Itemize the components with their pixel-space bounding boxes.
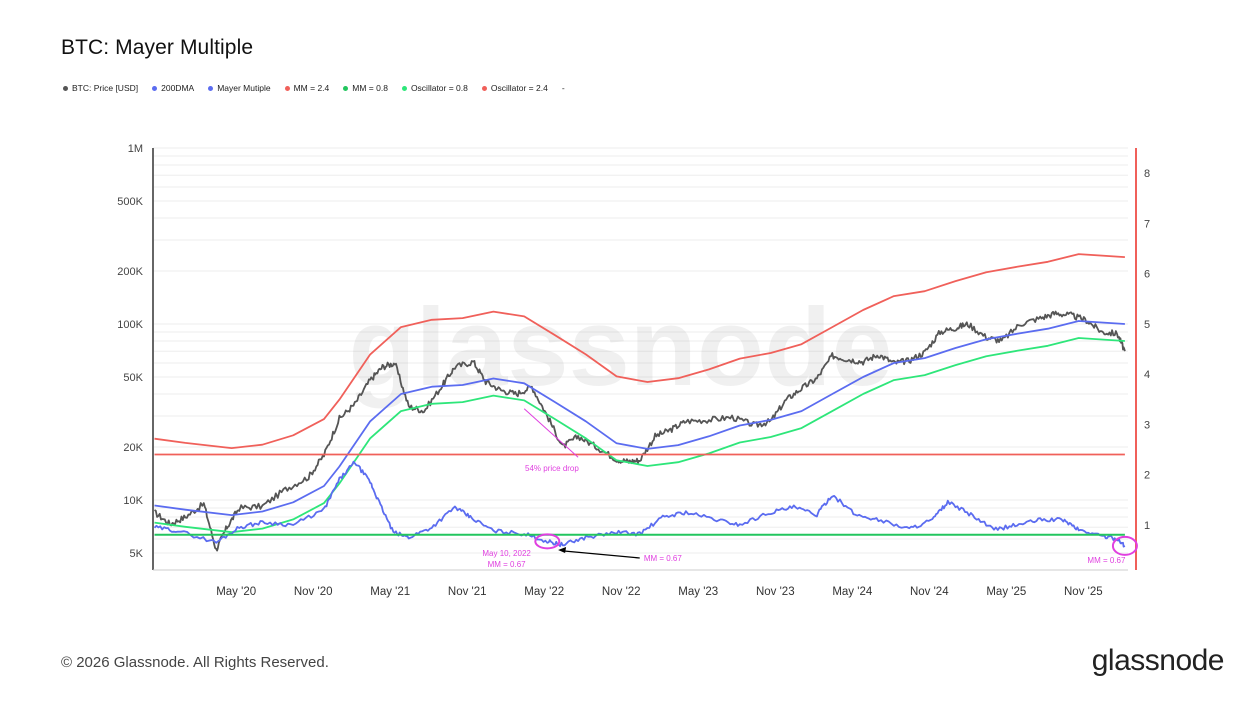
annotation-may-2022-mm: MM = 0.67 xyxy=(488,560,527,569)
series-line-200dma xyxy=(154,320,1125,516)
legend-dot-icon xyxy=(63,85,68,91)
x-tick-label: Nov '22 xyxy=(602,586,641,598)
legend-dot-icon xyxy=(343,85,349,91)
chart-title: BTC: Mayer Multiple xyxy=(61,36,254,59)
x-tick-label: May '25 xyxy=(986,586,1026,598)
legend-item[interactable]: MM = 2.4 xyxy=(284,83,330,93)
legend-item[interactable]: Oscillator = 0.8 xyxy=(401,83,468,93)
watermark: glassnode xyxy=(348,286,892,409)
x-tick-label: May '24 xyxy=(832,586,873,598)
legend-label: Mayer Mutiple xyxy=(217,83,271,93)
legend-item[interactable]: Oscillator = 2.4 xyxy=(481,83,548,93)
y-right-tick-label: 5 xyxy=(1144,319,1150,331)
y-left-tick-label: 50K xyxy=(123,372,143,384)
x-tick-label: Nov '23 xyxy=(756,586,795,598)
annotation-circle-2022 xyxy=(534,533,561,550)
annotation-price-drop: 54% price drop xyxy=(525,464,579,473)
series-line-mm-2-4 xyxy=(154,253,1125,449)
legend-dot-icon xyxy=(152,85,158,91)
x-tick-label: Nov '21 xyxy=(448,586,487,598)
x-tick-label: May '21 xyxy=(370,586,410,598)
y-right-tick-label: 1 xyxy=(1144,520,1150,532)
legend-dot-icon xyxy=(284,85,290,91)
chart: glassnode 1M 500K 200K 100K 50K 20K 10K 5K 1 2 3 4 5 6… xyxy=(117,143,1150,598)
legend-label: - xyxy=(561,83,565,93)
annotation-circle-2026 xyxy=(1111,535,1138,556)
y-left-tick-label: 20K xyxy=(123,442,143,454)
legend-item[interactable]: BTC: Price [USD] xyxy=(63,83,138,93)
y-left-tick-label: 10K xyxy=(123,495,143,507)
x-tick-label: Nov '20 xyxy=(294,586,333,598)
x-tick-label: May '20 xyxy=(216,586,256,598)
legend-label: 200DMA xyxy=(161,83,195,93)
annotation-arrow-head xyxy=(558,547,567,553)
y-left-tick-label: 500K xyxy=(117,196,143,208)
x-tick-label: May '22 xyxy=(524,586,564,598)
y-right-tick-label: 8 xyxy=(1144,168,1150,180)
legend-dot-icon xyxy=(401,85,407,91)
legend-item[interactable]: MM = 0.8 xyxy=(343,83,388,93)
annotation-mm-067: MM = 0.67 xyxy=(644,554,683,563)
series-line-mayer-mutiple xyxy=(153,460,1126,548)
y-left-tick-label: 5K xyxy=(130,548,144,560)
legend-label: BTC: Price [USD] xyxy=(72,83,139,93)
y-left-tick-label: 1M xyxy=(128,143,143,155)
legend-label: MM = 2.4 xyxy=(293,83,330,93)
legend-label: Oscillator = 2.4 xyxy=(490,83,548,93)
x-tick-label: Nov '24 xyxy=(910,586,949,598)
y-left-tick-label: 100K xyxy=(117,319,143,331)
legend: BTC: Price [USD] 200DMA Mayer Mutiple MM = … xyxy=(63,83,579,93)
legend-dot-icon xyxy=(208,85,214,91)
annotation-mm-067-end: MM = 0.67 xyxy=(1087,556,1126,565)
legend-item[interactable]: Mayer Mutiple xyxy=(208,83,271,93)
y-right-tick-label: 3 xyxy=(1144,419,1150,431)
annotation-may-2022-date: May 10, 2022 xyxy=(482,549,531,558)
annotation-drop-line xyxy=(523,408,579,458)
x-tick-label: Nov '25 xyxy=(1064,586,1103,598)
footer-copyright: © 2026 Glassnode. All Rights Reserved. xyxy=(61,654,329,671)
legend-label: MM = 0.8 xyxy=(352,83,388,93)
legend-item[interactable]: - xyxy=(562,83,565,93)
x-tick-label: May '23 xyxy=(678,586,718,598)
y-right-tick-label: 6 xyxy=(1144,269,1150,281)
legend-dot-icon xyxy=(481,85,487,91)
y-right-tick-label: 7 xyxy=(1144,218,1150,230)
y-left-tick-label: 200K xyxy=(117,266,143,278)
y-right-tick-label: 4 xyxy=(1144,369,1150,381)
series-line-oscillator-0-8 xyxy=(154,337,1125,534)
footer-logo[interactable]: glassnode xyxy=(1091,644,1225,677)
legend-label: Oscillator = 0.8 xyxy=(410,83,468,93)
legend-item[interactable]: 200DMA xyxy=(152,83,194,93)
y-right-tick-label: 2 xyxy=(1144,470,1150,482)
annotation-arrow-line xyxy=(564,550,640,559)
series-line-btc-price-usd- xyxy=(154,310,1126,552)
